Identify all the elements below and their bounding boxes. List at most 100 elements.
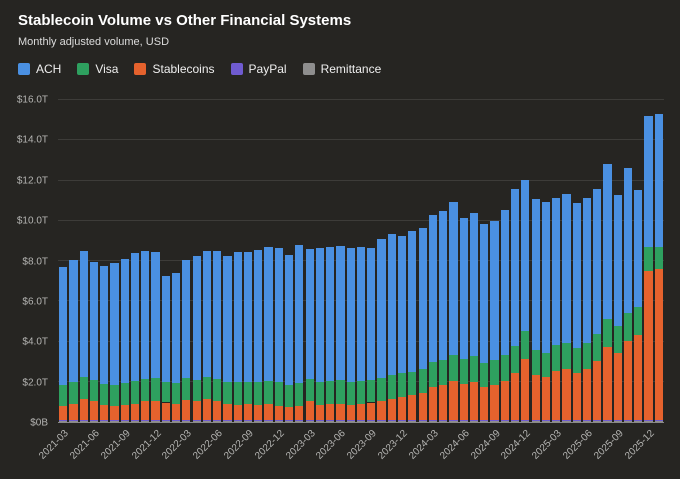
bar-2022-04[interactable] (192, 100, 201, 422)
segment-paypal (161, 419, 170, 421)
bar-2025-01[interactable] (531, 100, 540, 422)
segment-remittance (439, 421, 448, 422)
bar-2023-03[interactable] (305, 100, 314, 422)
bar-2024-09[interactable] (490, 100, 499, 422)
bar-2025-09[interactable] (613, 100, 622, 422)
bar-2024-11[interactable] (510, 100, 520, 422)
x-tick-label: 2021-09 (98, 428, 133, 462)
segment-visa (459, 359, 468, 385)
bar-2022-07[interactable] (223, 100, 232, 422)
segment-remittance (521, 421, 530, 422)
bar-2024-03[interactable] (428, 100, 437, 422)
legend-item-stablecoins[interactable]: Stablecoins (134, 62, 215, 76)
bar-2024-05[interactable] (449, 100, 458, 422)
segment-paypal (613, 419, 622, 421)
bar-2022-05[interactable] (202, 100, 212, 422)
bar-2024-10[interactable] (500, 100, 509, 422)
bar-2021-12[interactable] (151, 100, 160, 422)
bar-2021-04[interactable] (69, 100, 78, 422)
segment-visa (593, 334, 602, 362)
segment-paypal (634, 419, 643, 421)
bar-2024-04[interactable] (439, 100, 448, 422)
bar-2025-08[interactable] (603, 100, 612, 422)
segment-paypal (593, 419, 602, 421)
bar-2024-07[interactable] (469, 100, 479, 422)
legend-item-ach[interactable]: ACH (18, 62, 61, 76)
segment-visa (521, 331, 530, 360)
segment-visa (346, 382, 355, 405)
bar-2021-10[interactable] (130, 100, 140, 422)
bar-2021-08[interactable] (110, 100, 119, 422)
bar-2026-01[interactable] (654, 100, 663, 422)
bar-2022-03[interactable] (182, 100, 191, 422)
bar-2024-08[interactable] (480, 100, 489, 422)
segment-visa (182, 378, 191, 401)
segment-ach (69, 259, 78, 383)
bar-2023-12[interactable] (397, 100, 407, 422)
bar-2023-08[interactable] (356, 100, 366, 422)
segment-ach (59, 266, 68, 386)
bar-2022-12[interactable] (274, 100, 283, 422)
bar-2025-06[interactable] (582, 100, 592, 422)
bar-2025-04[interactable] (562, 100, 571, 422)
segment-ach (254, 249, 263, 383)
bar-2022-06[interactable] (213, 100, 222, 422)
bar-2023-05[interactable] (326, 100, 335, 422)
bar-2022-09[interactable] (243, 100, 253, 422)
bar-2022-08[interactable] (233, 100, 242, 422)
segment-remittance (305, 421, 314, 422)
bar-2025-05[interactable] (572, 100, 581, 422)
segment-stablecoins (284, 406, 294, 420)
segment-stablecoins (254, 404, 263, 420)
bar-2023-10[interactable] (377, 100, 386, 422)
segment-stablecoins (264, 403, 273, 420)
segment-stablecoins (654, 268, 663, 420)
bar-2025-03[interactable] (552, 100, 561, 422)
plot-area (58, 99, 664, 423)
bar-2025-11[interactable] (634, 100, 643, 422)
bar-2021-07[interactable] (100, 100, 109, 422)
segment-paypal (233, 419, 242, 421)
segment-visa (254, 382, 263, 405)
bar-2024-06[interactable] (459, 100, 468, 422)
bar-2021-03[interactable] (59, 100, 68, 422)
bar-2025-10[interactable] (623, 100, 633, 422)
segment-ach (644, 115, 653, 247)
legend: ACH Visa Stablecoins PayPal Remittance (18, 62, 381, 76)
x-tick-label: 2024-06 (437, 428, 472, 462)
segment-remittance (120, 421, 129, 422)
segment-ach (623, 168, 633, 313)
bar-2024-01[interactable] (408, 100, 417, 422)
segment-remittance (480, 421, 489, 422)
bar-2021-11[interactable] (141, 100, 150, 422)
legend-item-remittance[interactable]: Remittance (302, 62, 381, 76)
legend-item-paypal[interactable]: PayPal (230, 62, 287, 76)
segment-stablecoins (644, 270, 653, 420)
bar-2023-06[interactable] (336, 100, 345, 422)
bar-2025-12[interactable] (644, 100, 653, 422)
segment-stablecoins (295, 405, 304, 420)
bar-2024-02[interactable] (418, 100, 427, 422)
bar-2021-05[interactable] (79, 100, 88, 422)
bar-2025-07[interactable] (593, 100, 602, 422)
bar-2022-02[interactable] (172, 100, 181, 422)
segment-visa (510, 346, 520, 374)
bar-2022-01[interactable] (161, 100, 170, 422)
bar-2023-01[interactable] (284, 100, 294, 422)
bar-2024-12[interactable] (521, 100, 530, 422)
y-tick-label: $8.0T (22, 256, 48, 267)
bar-2025-02[interactable] (541, 100, 550, 422)
bar-2023-02[interactable] (295, 100, 304, 422)
bar-2023-04[interactable] (315, 100, 324, 422)
bar-2022-11[interactable] (264, 100, 273, 422)
legend-item-visa[interactable]: Visa (77, 62, 118, 76)
bar-2023-09[interactable] (367, 100, 376, 422)
segment-paypal (582, 419, 592, 421)
segment-paypal (182, 419, 191, 421)
bar-2021-09[interactable] (120, 100, 129, 422)
bar-2023-07[interactable] (346, 100, 355, 422)
bar-2023-11[interactable] (387, 100, 396, 422)
bar-2022-10[interactable] (254, 100, 263, 422)
legend-label: PayPal (248, 62, 287, 76)
bar-2021-06[interactable] (89, 100, 99, 422)
